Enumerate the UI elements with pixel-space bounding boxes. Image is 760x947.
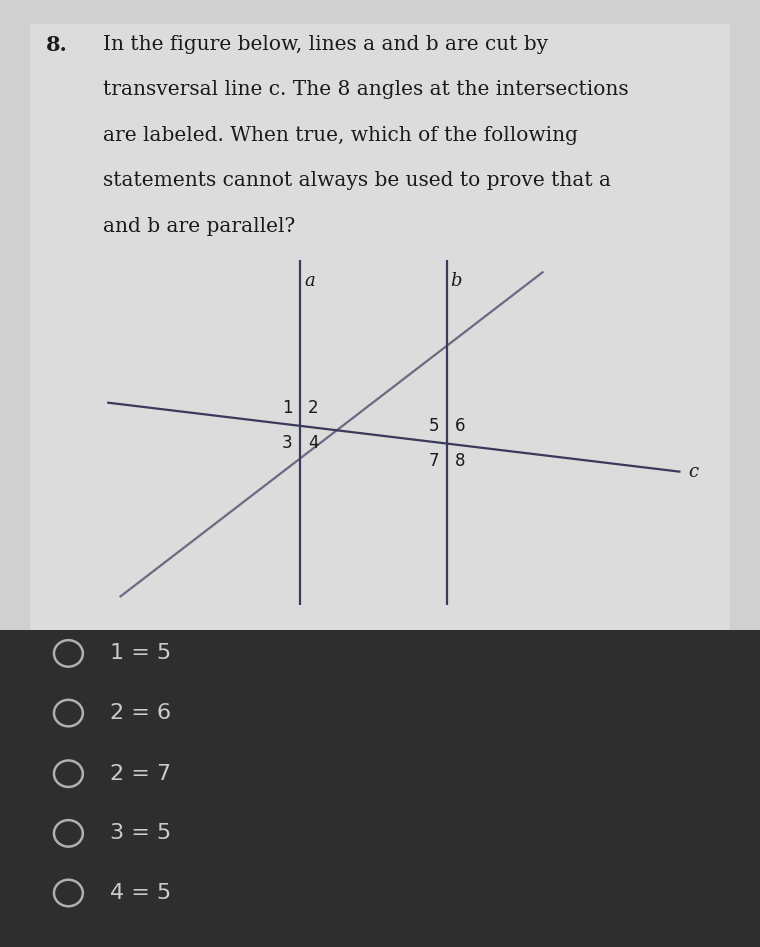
Text: 4: 4 xyxy=(308,435,318,453)
Text: b: b xyxy=(451,272,462,290)
Text: 1: 1 xyxy=(282,400,293,418)
Text: 2 = 6: 2 = 6 xyxy=(110,703,171,724)
Text: 2: 2 xyxy=(308,400,318,418)
FancyBboxPatch shape xyxy=(30,24,730,644)
Text: a: a xyxy=(304,272,315,290)
Text: 8.: 8. xyxy=(46,35,68,55)
Text: 3: 3 xyxy=(282,435,293,453)
Text: 3 = 5: 3 = 5 xyxy=(110,823,172,844)
Text: transversal line c. The 8 angles at the intersections: transversal line c. The 8 angles at the … xyxy=(103,80,629,99)
Text: and b are parallel?: and b are parallel? xyxy=(103,217,295,236)
FancyBboxPatch shape xyxy=(0,630,760,947)
Text: 7: 7 xyxy=(429,452,439,470)
Text: 2 = 7: 2 = 7 xyxy=(110,763,171,784)
Text: statements cannot always be used to prove that a: statements cannot always be used to prov… xyxy=(103,171,610,190)
Text: c: c xyxy=(688,463,698,481)
Text: In the figure below, lines a and b are cut by: In the figure below, lines a and b are c… xyxy=(103,35,548,54)
Text: 4 = 5: 4 = 5 xyxy=(110,883,172,903)
Text: 1 = 5: 1 = 5 xyxy=(110,643,172,664)
Text: are labeled. When true, which of the following: are labeled. When true, which of the fol… xyxy=(103,126,578,145)
Text: 8: 8 xyxy=(454,452,465,470)
Text: 6: 6 xyxy=(454,417,465,435)
Text: 5: 5 xyxy=(429,417,439,435)
